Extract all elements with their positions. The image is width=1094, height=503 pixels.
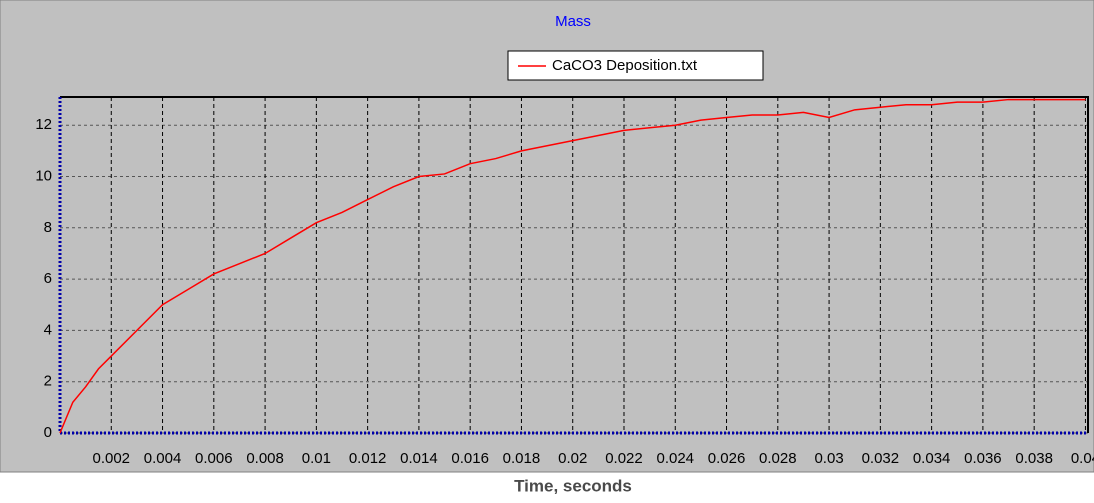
x-tick-label: 0.03 [814, 450, 843, 467]
x-tick-label: 0.028 [759, 450, 797, 467]
chart-title: Mass [555, 13, 591, 30]
x-tick-label: 0.016 [451, 450, 489, 467]
x-axis-label: Time, seconds [514, 476, 632, 495]
y-tick-label: 4 [44, 321, 52, 338]
x-tick-label: 0.018 [503, 450, 541, 467]
data-line [59, 98, 1086, 434]
x-tick-label: 0.04 [1071, 450, 1094, 467]
y-tick-label: 2 [44, 373, 52, 390]
x-tick-label: 0.004 [144, 450, 182, 467]
y-tick-label: 0 [44, 424, 52, 441]
x-tick-label: 0.012 [349, 450, 387, 467]
y-tick-label: 6 [44, 270, 52, 287]
x-tick-label: 0.008 [246, 450, 284, 467]
x-tick-label: 0.038 [1015, 450, 1053, 467]
x-tick-label: 0.032 [862, 450, 900, 467]
x-tick-label: 0.024 [656, 450, 694, 467]
x-tick-label: 0.01 [302, 450, 331, 467]
x-tick-label: 0.036 [964, 450, 1002, 467]
x-tick-label: 0.034 [913, 450, 951, 467]
legend-label: CaCO3 Deposition.txt [552, 57, 698, 74]
x-tick-label: 0.002 [92, 450, 130, 467]
y-tick-label: 12 [35, 116, 52, 133]
x-tick-label: 0.02 [558, 450, 587, 467]
x-tick-label: 0.014 [400, 450, 438, 467]
x-tick-label: 0.006 [195, 450, 233, 467]
legend [507, 50, 764, 81]
x-tick-label: 0.026 [708, 450, 746, 467]
plot-border [60, 96, 1089, 433]
x-tick-label: 0.022 [605, 450, 643, 467]
y-tick-label: 8 [44, 219, 52, 236]
y-tick-label: 10 [35, 167, 52, 184]
